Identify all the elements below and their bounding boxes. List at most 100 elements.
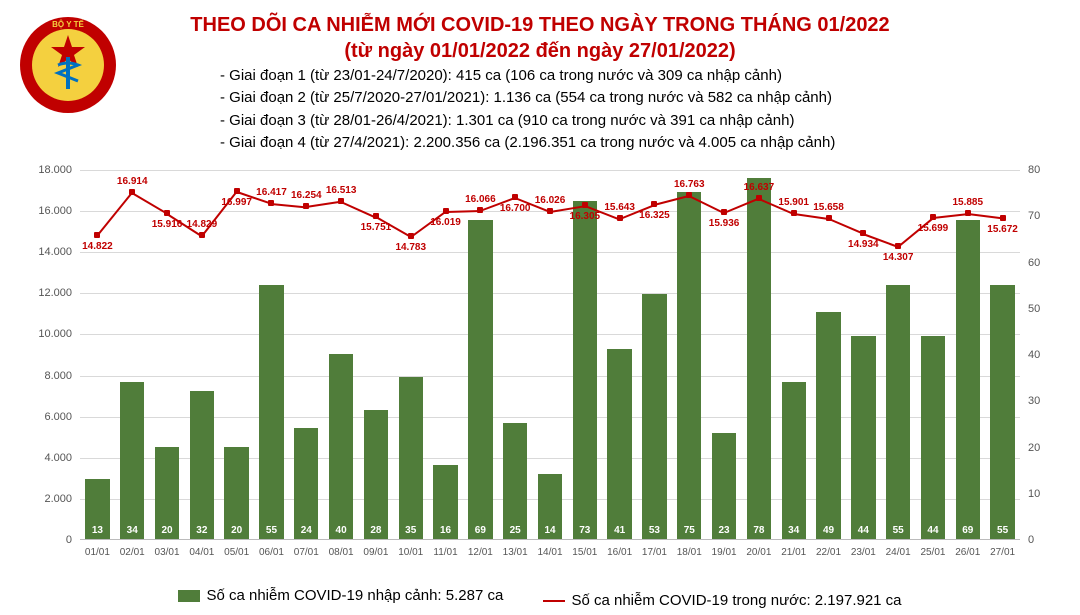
y-left-tick: 4.000 <box>44 452 72 464</box>
bar <box>816 312 840 539</box>
y-right-tick: 70 <box>1028 210 1040 222</box>
x-tick-label: 02/01 <box>120 547 145 558</box>
y-right-tick: 30 <box>1028 395 1040 407</box>
x-tick-label: 09/01 <box>363 547 388 558</box>
line-marker <box>164 210 170 216</box>
bar-value-label: 24 <box>301 525 312 536</box>
line-value-label: 15.885 <box>952 197 983 208</box>
line-marker <box>895 243 901 249</box>
grid-line <box>80 334 1020 335</box>
y-right-tick: 10 <box>1028 488 1040 500</box>
bar-value-label: 34 <box>127 525 138 536</box>
y-left-tick: 12.000 <box>38 287 72 299</box>
bar-value-label: 55 <box>266 525 277 536</box>
bar-value-label: 55 <box>893 525 904 536</box>
bar-value-label: 44 <box>858 525 869 536</box>
line-value-label: 14.783 <box>395 242 426 253</box>
line-value-label: 14.307 <box>883 252 914 263</box>
x-tick-label: 24/01 <box>886 547 911 558</box>
line-marker <box>651 201 657 207</box>
grid-line <box>80 252 1020 253</box>
y-left-tick: 14.000 <box>38 246 72 258</box>
x-tick-label: 23/01 <box>851 547 876 558</box>
bar-value-label: 13 <box>92 525 103 536</box>
line-value-label: 14.934 <box>848 239 879 250</box>
bar-value-label: 53 <box>649 525 660 536</box>
title-line-2: (từ ngày 01/01/2022 đến ngày 27/01/2022) <box>0 38 1080 64</box>
y-left-tick: 6.000 <box>44 411 72 423</box>
y-left-tick: 2.000 <box>44 493 72 505</box>
y-right-tick: 80 <box>1028 164 1040 176</box>
line-value-label: 16.763 <box>674 179 705 190</box>
bar <box>120 382 144 539</box>
chart-area: 02.0004.0006.0008.00010.00012.00014.0001… <box>30 170 1050 575</box>
grid-line <box>80 376 1020 377</box>
bar <box>747 178 771 539</box>
legend-line: Số ca nhiễm COVID-19 trong nước: 2.197.9… <box>543 592 901 609</box>
line-value-label: 16.914 <box>117 176 148 187</box>
y-right-tick: 40 <box>1028 349 1040 361</box>
bar <box>782 382 806 539</box>
bar <box>503 423 527 539</box>
line-marker <box>338 198 344 204</box>
x-tick-label: 07/01 <box>294 547 319 558</box>
grid-line <box>80 170 1020 171</box>
period-2: - Giai đoạn 2 (từ 25/7/2020-27/01/2021):… <box>220 88 1080 108</box>
bar-value-label: 55 <box>997 525 1008 536</box>
line-value-label: 16.019 <box>430 217 461 228</box>
line-marker <box>965 210 971 216</box>
legend-bar-label: Số ca nhiễm COVID-19 nhập cảnh: 5.287 ca <box>206 587 503 604</box>
bar <box>329 354 353 539</box>
line-marker <box>617 215 623 221</box>
line-marker <box>268 200 274 206</box>
bar-value-label: 49 <box>823 525 834 536</box>
line-marker <box>408 233 414 239</box>
line-segment <box>306 201 341 208</box>
x-tick-label: 13/01 <box>503 547 528 558</box>
bar-value-label: 20 <box>231 525 242 536</box>
bar <box>364 410 388 540</box>
line-value-label: 15.901 <box>778 197 809 208</box>
bar-value-label: 14 <box>544 525 555 536</box>
line-marker <box>756 195 762 201</box>
line-value-label: 16.637 <box>744 182 775 193</box>
line-marker <box>129 189 135 195</box>
legend-line-label: Số ca nhiễm COVID-19 trong nước: 2.197.9… <box>571 592 901 609</box>
bar-value-label: 20 <box>161 525 172 536</box>
line-value-label: 16.997 <box>221 197 252 208</box>
x-tick-label: 01/01 <box>85 547 110 558</box>
y-right-tick: 50 <box>1028 303 1040 315</box>
line-value-label: 16.417 <box>256 187 287 198</box>
bar-value-label: 34 <box>788 525 799 536</box>
line-segment <box>446 210 481 213</box>
title-line-1: THEO DÕI CA NHIỄM MỚI COVID-19 THEO NGÀY… <box>0 12 1080 38</box>
line-marker <box>512 194 518 200</box>
x-tick-label: 03/01 <box>155 547 180 558</box>
bar-value-label: 73 <box>579 525 590 536</box>
line-value-label: 15.643 <box>604 202 635 213</box>
bar-value-label: 25 <box>510 525 521 536</box>
bar-value-label: 78 <box>753 525 764 536</box>
line-segment <box>933 213 968 219</box>
bar <box>990 285 1014 539</box>
y-right-tick: 60 <box>1028 257 1040 269</box>
line-swatch <box>543 600 565 602</box>
legend-bar: Số ca nhiễm COVID-19 nhập cảnh: 5.287 ca <box>178 587 503 604</box>
bar-value-label: 35 <box>405 525 416 536</box>
bar <box>573 201 597 539</box>
line-value-label: 15.751 <box>361 222 392 233</box>
y-right-tick: 0 <box>1028 534 1034 546</box>
line-marker <box>443 208 449 214</box>
y-left-tick: 0 <box>66 534 72 546</box>
line-marker <box>303 203 309 209</box>
period-3: - Giai đoạn 3 (từ 28/01-26/4/2021): 1.30… <box>220 111 1080 131</box>
x-tick-label: 19/01 <box>712 547 737 558</box>
bar <box>399 377 423 539</box>
line-value-label: 16.325 <box>639 210 670 221</box>
x-tick-label: 14/01 <box>537 547 562 558</box>
header: THEO DÕI CA NHIỄM MỚI COVID-19 THEO NGÀY… <box>0 0 1080 153</box>
line-value-label: 16.305 <box>570 211 601 222</box>
bar <box>607 349 631 539</box>
bar-value-label: 69 <box>475 525 486 536</box>
y-right-tick: 20 <box>1028 442 1040 454</box>
